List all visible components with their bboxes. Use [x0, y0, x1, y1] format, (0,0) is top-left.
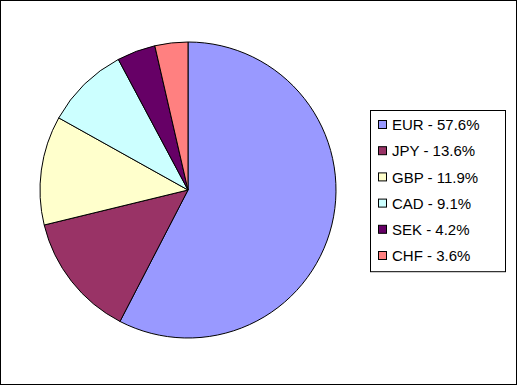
legend-label: JPY - 13.6%: [392, 142, 475, 159]
pie-slice: [155, 42, 188, 190]
legend-item: JPY - 13.6%: [379, 142, 476, 159]
legend-item: SEK - 4.2%: [379, 221, 470, 238]
legend-item: EUR - 57.6%: [379, 116, 480, 133]
chart-frame: [1, 1, 517, 385]
chart: EUR - 57.6% JPY - 13.6% GBP - 11.9% CAD - 9…: [0, 0, 517, 385]
legend-label: SEK - 4.2%: [392, 221, 470, 238]
legend-label: GBP - 11.9%: [392, 169, 478, 186]
legend: EUR - 57.6% JPY - 13.6% GBP - 11.9% CAD - 9…: [371, 111, 506, 272]
legend-label: CAD - 9.1%: [392, 195, 471, 212]
legend-item: GBP - 11.9%: [379, 169, 479, 186]
legend-label: EUR - 57.6%: [392, 116, 480, 133]
legend-swatch: [379, 173, 387, 181]
legend-swatch: [379, 147, 387, 155]
legend-swatch: [379, 252, 387, 260]
legend-box: [371, 111, 506, 272]
legend-label: CHF - 3.6%: [392, 247, 470, 264]
legend-item: CHF - 3.6%: [379, 247, 471, 264]
legend-swatch: [379, 121, 387, 129]
legend-swatch: [379, 225, 387, 233]
pie: [40, 42, 336, 338]
legend-swatch: [379, 199, 387, 207]
legend-item: CAD - 9.1%: [379, 195, 472, 212]
